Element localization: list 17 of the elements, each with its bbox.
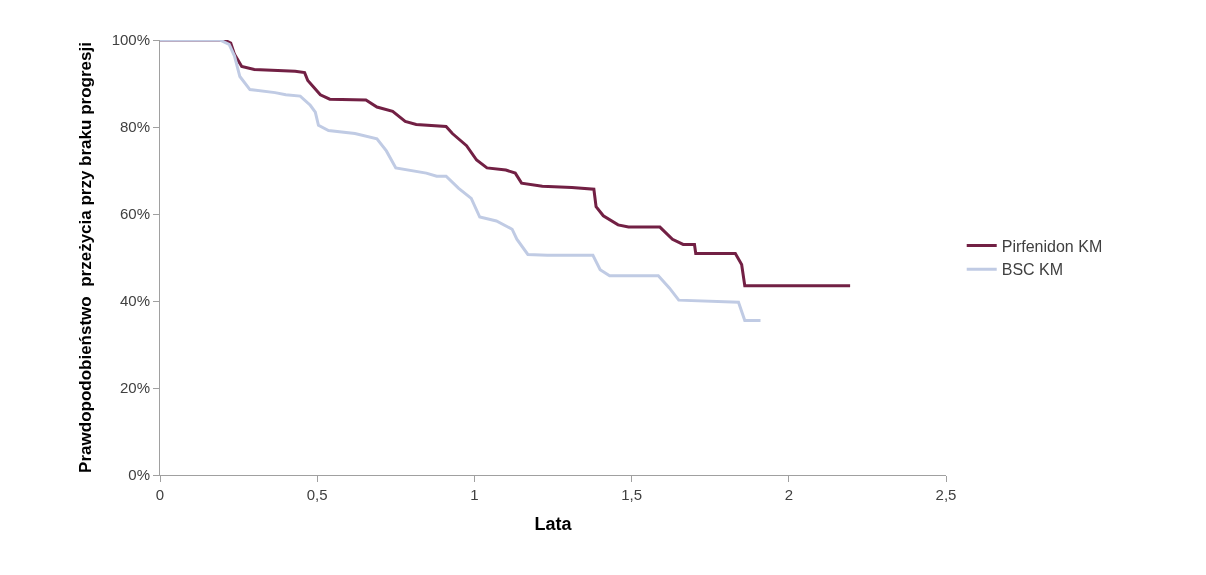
x-axis-title: Lata — [534, 514, 573, 535]
line-series — [160, 40, 762, 323]
y-tick-label: 100% — [111, 31, 150, 49]
x-tick-label: 1 — [470, 486, 479, 503]
y-axis-title: Prawdopodobieństwo przeżycia przy braku progresji — [76, 42, 96, 473]
y-tick-label: 60% — [119, 205, 150, 223]
x-tick-label: 1,5 — [621, 486, 643, 503]
x-tick-label: 0,5 — [306, 486, 328, 503]
y-tick-label: 40% — [119, 292, 150, 310]
x-tick-label: 2 — [784, 486, 793, 503]
y-tick-label: 20% — [119, 379, 150, 397]
x-tick-label: 0 — [155, 486, 165, 503]
y-tick-label: 80% — [119, 118, 150, 136]
legend-label: BSC KM — [1001, 261, 1064, 279]
x-tick-label: 2,5 — [935, 486, 957, 503]
y-tick-label: 0% — [128, 466, 150, 484]
legend-label: Pirfenidon KM — [1001, 237, 1103, 255]
